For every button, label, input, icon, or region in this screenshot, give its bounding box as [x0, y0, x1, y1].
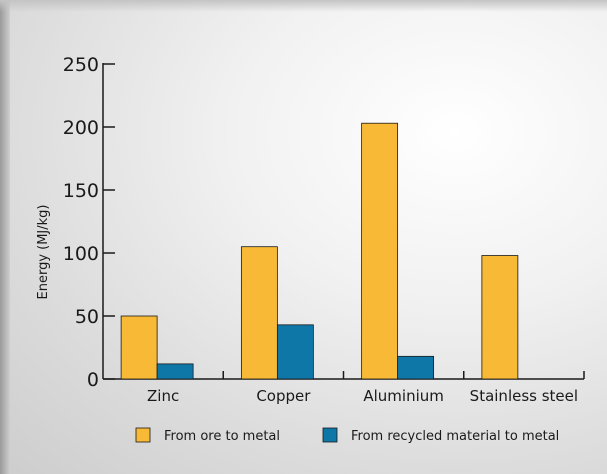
bar-recycled-copper: [276, 324, 314, 380]
legend-swatch-recycled: [322, 427, 338, 443]
x-tick-label: Zinc: [147, 387, 179, 405]
y-tick-label: 200: [63, 117, 99, 139]
legend-label-recycled: From recycled material to metal: [351, 429, 559, 444]
bar-recycled-zinc: [156, 363, 194, 380]
y-tick-label: 50: [75, 306, 99, 328]
x-tick-label: Copper: [256, 387, 311, 405]
bar-recycled-aluminium: [397, 355, 435, 380]
bar-ore-zinc: [120, 315, 158, 380]
y-tick-label: 150: [63, 180, 99, 202]
bar-ore-stainless-steel: [481, 255, 519, 380]
y-tick-label: 100: [63, 243, 99, 265]
y-tick-label: 250: [63, 54, 99, 76]
legend-label-ore: From ore to metal: [164, 429, 280, 444]
bar-ore-copper: [240, 246, 278, 380]
bar-ore-aluminium: [361, 122, 399, 380]
legend-swatch-ore: [135, 427, 151, 443]
x-tick-label: Stainless steel: [470, 387, 578, 405]
y-axis-label: Energy (MJ/kg): [36, 205, 51, 300]
x-tick-label: Aluminium: [363, 387, 444, 405]
y-tick-label: 0: [87, 369, 99, 391]
